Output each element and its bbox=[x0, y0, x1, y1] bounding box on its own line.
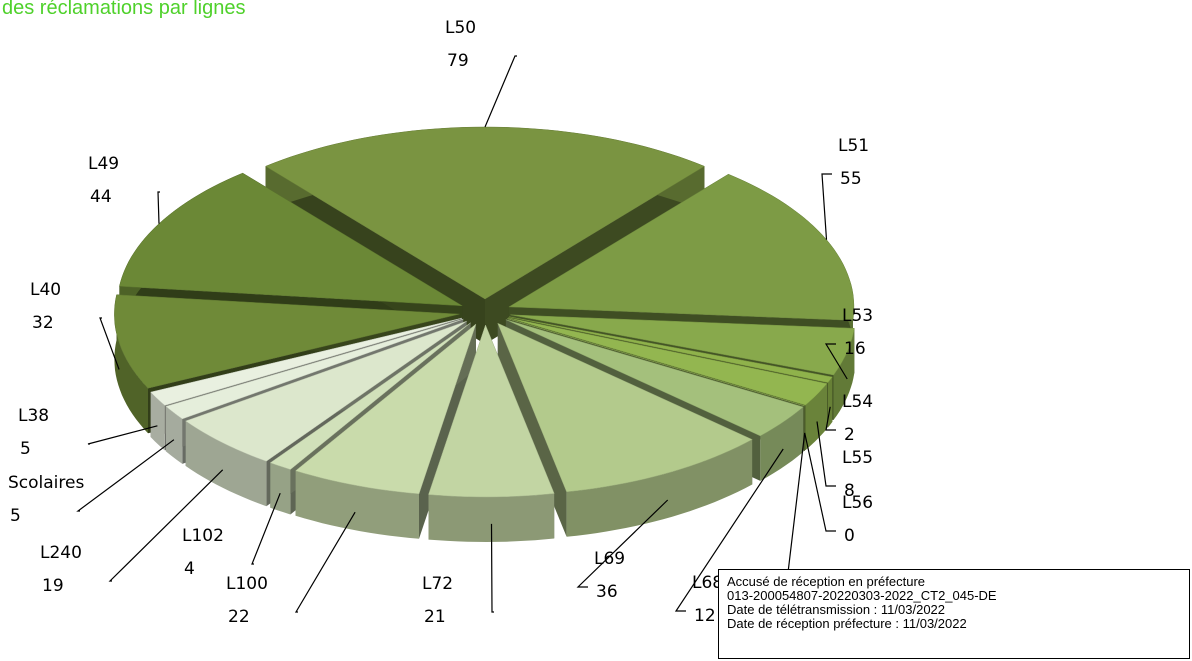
slice bbox=[510, 314, 855, 376]
slice-side bbox=[295, 470, 419, 539]
data-label-category: L38 bbox=[18, 406, 49, 426]
slice bbox=[114, 294, 460, 389]
data-label-value: 5 bbox=[20, 439, 31, 459]
data-label-value: 4 bbox=[184, 559, 195, 579]
leader-line bbox=[87, 425, 158, 445]
slice bbox=[505, 319, 804, 437]
leader-line bbox=[804, 432, 836, 532]
slice bbox=[428, 324, 555, 542]
data-label-category: L240 bbox=[40, 543, 82, 563]
leader-line bbox=[251, 492, 281, 565]
data-label-value: 21 bbox=[424, 607, 446, 627]
slice-side bbox=[185, 421, 267, 507]
slice-side bbox=[827, 377, 833, 428]
slice bbox=[165, 318, 464, 420]
leader-line bbox=[576, 499, 669, 588]
data-label-value: 79 bbox=[447, 51, 469, 71]
slice bbox=[185, 320, 467, 462]
slice-side bbox=[428, 493, 555, 542]
data-label-value: 44 bbox=[90, 187, 112, 207]
data-label-category: L72 bbox=[422, 574, 453, 594]
slice-side bbox=[760, 407, 804, 481]
data-label-value: 5 bbox=[10, 506, 21, 526]
data-label-category: L53 bbox=[842, 306, 873, 326]
leader-line bbox=[674, 448, 784, 612]
data-label-category: L55 bbox=[842, 448, 873, 468]
data-label-value: 32 bbox=[32, 313, 54, 333]
chart-title: des réclamations par lignes bbox=[2, 0, 245, 19]
data-label-category: L54 bbox=[842, 392, 873, 412]
slice bbox=[509, 316, 833, 383]
stamp-line: 013-200054807-20220303-2022_CT2_045-DE bbox=[727, 588, 997, 603]
slice bbox=[508, 317, 828, 406]
data-label-value: 22 bbox=[228, 607, 250, 627]
leader-line bbox=[484, 55, 517, 128]
slice bbox=[295, 323, 477, 495]
data-label-category: L50 bbox=[445, 18, 476, 38]
slice bbox=[428, 324, 555, 498]
stamp-line: Date de télétransmission : 11/03/2022 bbox=[727, 602, 946, 617]
slice bbox=[497, 322, 753, 493]
leader-line bbox=[816, 421, 836, 487]
data-label-category: L51 bbox=[838, 136, 869, 156]
data-label-category: L69 bbox=[594, 549, 625, 569]
data-label-value: 0 bbox=[844, 526, 855, 546]
slice-side bbox=[270, 462, 291, 515]
data-label-value: 2 bbox=[844, 425, 855, 445]
slice bbox=[507, 318, 805, 407]
slice-side bbox=[114, 294, 148, 434]
leader-line bbox=[157, 191, 160, 224]
data-label-value: 55 bbox=[840, 169, 862, 189]
data-label-category: L40 bbox=[30, 280, 61, 300]
data-label-value: 19 bbox=[42, 576, 64, 596]
data-label-category: L100 bbox=[226, 574, 268, 594]
leader-line bbox=[108, 469, 224, 582]
stamp-line: Date de réception préfecture : 11/03/202… bbox=[727, 616, 967, 631]
data-label-category: L49 bbox=[88, 154, 119, 174]
slice-side bbox=[150, 392, 165, 451]
leader-line bbox=[294, 511, 356, 613]
data-label-value: 36 bbox=[596, 582, 618, 602]
slice bbox=[269, 322, 471, 470]
leader-line bbox=[825, 406, 836, 431]
slice-side bbox=[805, 383, 827, 451]
slice bbox=[150, 317, 463, 406]
data-label-category: Scolaires bbox=[8, 473, 84, 493]
stamp-line: Accusé de réception en préfecture bbox=[727, 574, 926, 589]
leader-line bbox=[821, 173, 832, 240]
stamp: Accusé de réception en préfecture 013-20… bbox=[718, 569, 1190, 659]
slice bbox=[497, 322, 753, 537]
data-label-value: 8 bbox=[844, 481, 855, 501]
data-label-category: L68 bbox=[692, 573, 723, 593]
leader-line bbox=[824, 343, 848, 380]
leader-line bbox=[99, 317, 120, 370]
data-label-value: 16 bbox=[844, 339, 866, 359]
leader-line bbox=[76, 439, 175, 512]
data-label-category: L102 bbox=[182, 526, 224, 546]
data-label-category: L56 bbox=[842, 493, 873, 513]
leader-line bbox=[490, 523, 494, 613]
slice-side bbox=[165, 406, 183, 464]
data-label-value: 12 bbox=[694, 606, 716, 626]
slice-side bbox=[566, 439, 753, 537]
